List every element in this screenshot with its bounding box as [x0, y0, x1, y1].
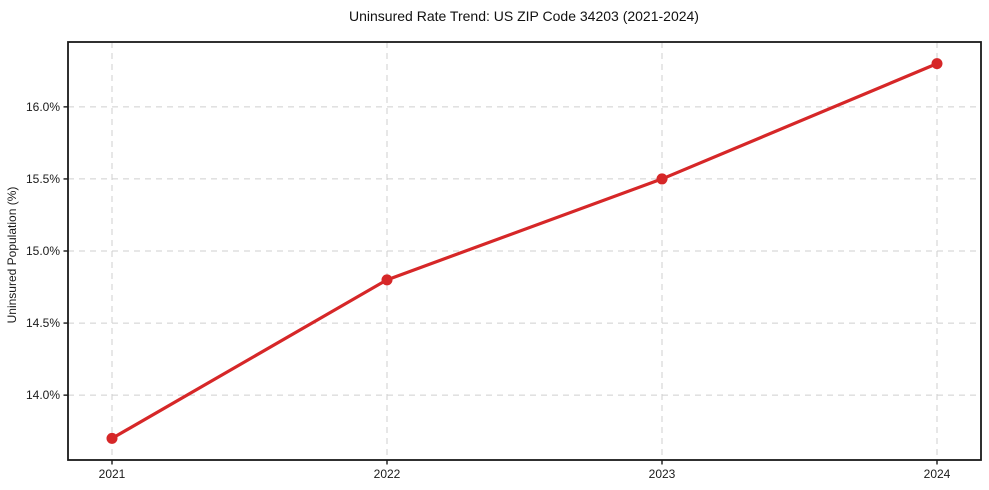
data-point [931, 58, 943, 70]
chart-title: Uninsured Rate Trend: US ZIP Code 34203 … [349, 8, 699, 24]
plot-border [67, 41, 982, 461]
y-axis-label: Uninsured Population (%) [5, 187, 19, 324]
x-tick-label: 2022 [374, 467, 401, 481]
axis-ticks: 2021 2022 2023 2024 14.0% 14.5% 15.0% 15.5% 16.0… [26, 100, 951, 481]
data-point [656, 173, 668, 185]
y-tick-label: 15.5% [26, 172, 60, 186]
y-tick-label: 14.5% [26, 316, 60, 330]
grid-layer [68, 42, 981, 460]
y-tick-label: 16.0% [26, 100, 60, 114]
x-tick-label: 2024 [924, 467, 951, 481]
series-line [110, 62, 939, 440]
data-point [106, 432, 118, 444]
plot-area: 2021 2022 2023 2024 14.0% 14.5% 15.0% 15.5% 16.0… [26, 41, 982, 481]
y-tick-label: 15.0% [26, 244, 60, 258]
data-point [381, 274, 393, 286]
x-tick-label: 2023 [649, 467, 676, 481]
x-tick-label: 2021 [99, 467, 126, 481]
y-tick-label: 14.0% [26, 388, 60, 402]
